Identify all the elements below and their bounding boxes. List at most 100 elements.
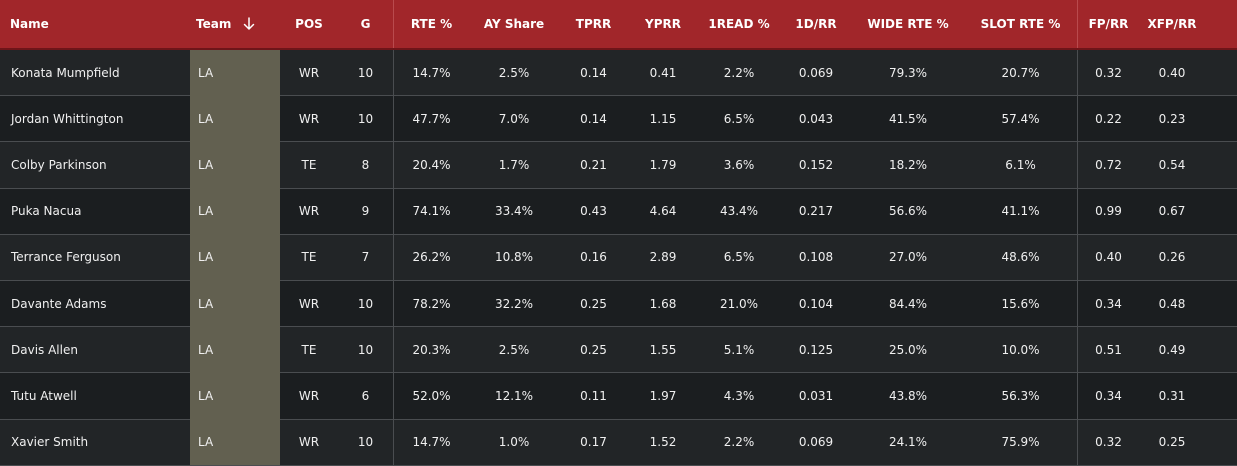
cell-xfprr: 0.48 [1158, 296, 1186, 311]
column-header-name[interactable]: Name [0, 0, 188, 48]
cell-rte: 14.7% [412, 435, 451, 450]
cell-name[interactable]: Tutu Atwell [11, 388, 77, 403]
column-header-read1[interactable]: 1READ % [698, 0, 780, 48]
cell-d1rr: 0.069 [798, 435, 834, 450]
table-row[interactable]: Colby Parkinson LA TE 8 20.4% 1.7% 0.21 1.79 3.6… [0, 141, 1237, 189]
cell-tprr: 0.43 [580, 204, 607, 219]
cell-d1rr: 0.069 [798, 65, 834, 80]
table-row[interactable]: Xavier Smith LA WR 10 14.7% 1.0% 0.17 1.52 2.2% 0… [0, 419, 1237, 466]
cell-wide-rte: 18.2% [888, 157, 928, 172]
column-header-label: YPRR [645, 17, 681, 31]
cell-fprr: 0.40 [1095, 250, 1122, 265]
cell-tprr: 0.14 [580, 65, 607, 80]
cell-read1: 43.4% [719, 204, 759, 219]
cell-yprr: 1.68 [649, 296, 677, 311]
cell-team: LA [190, 419, 280, 466]
column-header-label: RTE % [410, 17, 453, 31]
cell-slot-rte: 56.3% [964, 373, 1078, 419]
cell-d1rr: 0.108 [798, 250, 834, 265]
cell-tprr: 0.21 [580, 157, 607, 172]
cell-yprr: 1.52 [649, 435, 677, 450]
cell-name[interactable]: Konata Mumpfield [11, 65, 120, 80]
column-header-wide-rte[interactable]: WIDE RTE % [852, 0, 964, 48]
cell-name[interactable]: Puka Nacua [11, 204, 82, 219]
cell-name[interactable]: Davante Adams [11, 296, 107, 311]
column-header-yprr[interactable]: YPRR [628, 0, 698, 48]
column-header-fprr[interactable]: FP/RR [1078, 0, 1139, 48]
cell-d1rr: 0.152 [798, 157, 834, 172]
cell-fprr: 0.99 [1095, 204, 1122, 219]
cell-g: 9 [338, 188, 394, 234]
cell-name[interactable]: Davis Allen [11, 342, 78, 357]
cell-fprr: 0.22 [1095, 111, 1122, 126]
cell-read1: 6.5% [723, 250, 755, 265]
column-header-label: SLOT RTE % [980, 17, 1061, 31]
cell-xfprr: 0.40 [1158, 65, 1186, 80]
table-row[interactable]: Tutu Atwell LA WR 6 52.0% 12.1% 0.11 1.97 4.3% 0.… [0, 372, 1237, 420]
arrow-down-icon[interactable] [243, 17, 255, 31]
cell-d1rr: 0.125 [798, 342, 834, 357]
cell-yprr: 1.15 [649, 111, 677, 126]
cell-g: 7 [338, 234, 394, 280]
cell-name[interactable]: Xavier Smith [11, 435, 89, 450]
table-row[interactable]: Konata Mumpfield LA WR 10 14.7% 2.5% 0.14 0.41 2… [0, 49, 1237, 97]
cell-pos: TE [301, 342, 317, 357]
table-row[interactable]: Jordan Whittington LA WR 10 47.7% 7.0% 0.14 1.1… [0, 95, 1237, 143]
cell-ay-share: 2.5% [498, 342, 530, 357]
cell-g: 10 [338, 50, 394, 96]
cell-fprr: 0.34 [1095, 388, 1122, 403]
column-header-label: WIDE RTE % [867, 17, 949, 31]
cell-slot-rte: 48.6% [964, 234, 1078, 280]
column-header-label: 1D/RR [795, 17, 837, 31]
cell-slot-rte: 20.7% [964, 50, 1078, 96]
cell-rte: 74.1% [412, 204, 451, 219]
column-header-label: 1READ % [708, 17, 770, 31]
cell-name[interactable]: Colby Parkinson [11, 157, 107, 172]
cell-d1rr: 0.104 [798, 296, 834, 311]
cell-wide-rte: 41.5% [888, 111, 928, 126]
column-header-tprr[interactable]: TPRR [559, 0, 628, 48]
column-header-ay-share[interactable]: AY Share [469, 0, 559, 48]
table-body: Konata Mumpfield LA WR 10 14.7% 2.5% 0.14 0.41 2… [0, 49, 1237, 466]
cell-fprr: 0.51 [1095, 342, 1122, 357]
cell-tprr: 0.25 [580, 342, 607, 357]
column-header-g[interactable]: G [338, 0, 394, 48]
cell-ay-share: 32.2% [494, 296, 534, 311]
cell-ay-share: 7.0% [498, 111, 530, 126]
cell-tprr: 0.16 [580, 250, 607, 265]
cell-wide-rte: 79.3% [888, 65, 928, 80]
cell-pos: WR [298, 65, 320, 80]
cell-xfprr: 0.31 [1158, 388, 1186, 403]
cell-d1rr: 0.031 [798, 388, 834, 403]
table-row[interactable]: Davis Allen LA TE 10 20.3% 2.5% 0.25 1.55 5.1% 0.… [0, 326, 1237, 374]
table-row[interactable]: Davante Adams LA WR 10 78.2% 32.2% 0.25 1.68 21.… [0, 280, 1237, 328]
column-header-pos[interactable]: POS [280, 0, 338, 48]
cell-xfprr: 0.54 [1158, 157, 1186, 172]
cell-rte: 47.7% [412, 111, 451, 126]
cell-fprr: 0.34 [1095, 296, 1122, 311]
cell-name[interactable]: Jordan Whittington [11, 111, 124, 126]
cell-name[interactable]: Terrance Ferguson [11, 250, 121, 265]
cell-d1rr: 0.043 [798, 111, 834, 126]
cell-g: 8 [338, 142, 394, 188]
column-header-xfprr[interactable]: XFP/RR [1139, 0, 1205, 48]
cell-ay-share: 1.7% [498, 157, 530, 172]
cell-ay-share: 10.8% [494, 250, 534, 265]
column-header-team[interactable]: Team [188, 0, 280, 48]
column-header-label: XFP/RR [1147, 17, 1197, 31]
cell-rte: 20.4% [412, 157, 451, 172]
table-row[interactable]: Terrance Ferguson LA TE 7 26.2% 10.8% 0.16 2.89… [0, 234, 1237, 281]
cell-wide-rte: 84.4% [888, 296, 928, 311]
column-header-d1rr[interactable]: 1D/RR [780, 0, 852, 48]
cell-slot-rte: 57.4% [964, 96, 1078, 142]
column-header-rte[interactable]: RTE % [394, 0, 469, 48]
cell-g: 10 [338, 96, 394, 142]
cell-ay-share: 2.5% [498, 65, 530, 80]
cell-team: LA [190, 326, 280, 373]
table-row[interactable]: Puka Nacua LA WR 9 74.1% 33.4% 0.43 4.64 43.4% 0.… [0, 188, 1237, 235]
cell-tprr: 0.25 [580, 296, 607, 311]
column-header-label: G [360, 17, 371, 31]
cell-g: 10 [338, 419, 394, 465]
cell-tprr: 0.14 [580, 111, 607, 126]
column-header-slot-rte[interactable]: SLOT RTE % [964, 0, 1078, 48]
